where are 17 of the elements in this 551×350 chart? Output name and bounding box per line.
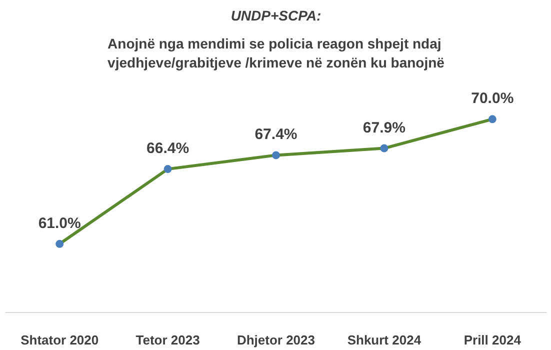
point xyxy=(488,115,496,124)
chart-subtitle: Anojnë nga mendimi se policia reagon shpejt ndaj vjedhjeve/grabitjeve /krimeve në zonën ku banojnë xyxy=(108,35,445,70)
data-label: 67.4% xyxy=(254,126,298,144)
data-label: 66.4% xyxy=(146,140,190,158)
x-tick-label: Tetor 2023 xyxy=(136,332,200,348)
x-tick-label: Shtator 2020 xyxy=(20,332,99,348)
x-tick-label: Prill 2024 xyxy=(464,332,522,348)
chart-title: UNDP+SCPA: xyxy=(230,8,322,24)
x-tick-label: Dhjetor 2023 xyxy=(236,332,316,348)
point xyxy=(380,144,388,152)
data-label: 67.9% xyxy=(362,119,406,136)
point xyxy=(164,165,172,174)
point xyxy=(56,240,64,248)
data-label: 70.0% xyxy=(471,90,514,108)
point xyxy=(272,151,280,160)
data-label: 61.0% xyxy=(38,214,81,232)
x-tick-label: Shkurt 2024 xyxy=(347,332,422,348)
